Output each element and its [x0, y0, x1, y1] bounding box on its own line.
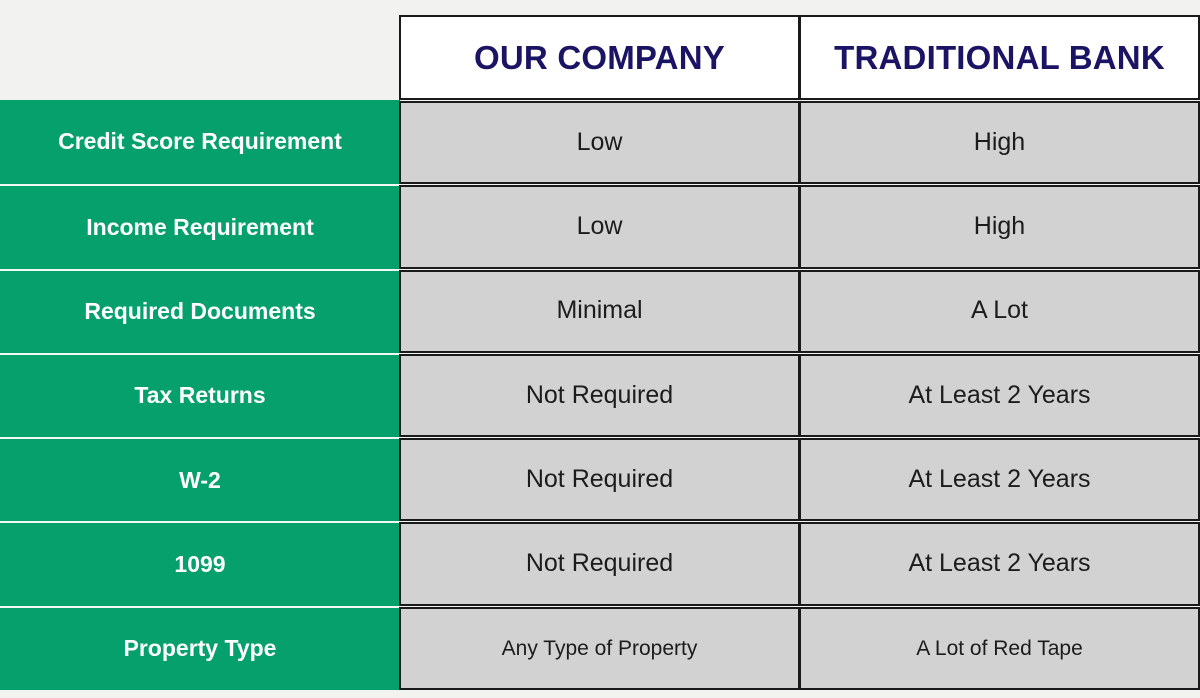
- value-text: Any Type of Property: [501, 636, 698, 660]
- header-corner-spacer: [0, 0, 400, 100]
- table-header-row: OUR COMPANY TRADITIONAL BANK: [0, 0, 1200, 100]
- value-text: High: [973, 127, 1026, 156]
- row-label: Credit Score Requirement: [58, 128, 342, 155]
- value-cell-traditional-bank: High: [799, 101, 1200, 185]
- table-row: 1099 Not Required At Least 2 Years: [0, 521, 1200, 606]
- value-cell-our-company: Any Type of Property: [399, 606, 800, 690]
- value-cell-traditional-bank: At Least 2 Years: [799, 522, 1200, 606]
- value-text: Minimal: [556, 296, 643, 325]
- column-header-label: OUR COMPANY: [474, 39, 725, 76]
- value-text: Not Required: [525, 549, 674, 578]
- table-row: Income Requirement Low High: [0, 184, 1200, 269]
- table-row: Property Type Any Type of Property A Lot…: [0, 605, 1200, 690]
- value-text: A Lot of Red Tape: [916, 636, 1083, 660]
- row-label: Required Documents: [84, 298, 316, 325]
- row-label: Tax Returns: [134, 382, 266, 409]
- value-cell-our-company: Minimal: [399, 269, 800, 353]
- column-header-our-company: OUR COMPANY: [399, 15, 800, 100]
- value-cell-our-company: Low: [399, 101, 800, 185]
- value-cell-traditional-bank: A Lot: [799, 269, 1200, 353]
- row-label-cell: Property Type: [0, 605, 400, 690]
- value-cell-our-company: Not Required: [399, 438, 800, 522]
- value-text: At Least 2 Years: [908, 465, 1091, 494]
- row-label-cell: 1099: [0, 521, 400, 606]
- value-cell-traditional-bank: High: [799, 185, 1200, 269]
- row-label: 1099: [174, 550, 226, 577]
- value-cell-traditional-bank: At Least 2 Years: [799, 438, 1200, 522]
- value-cell-our-company: Low: [399, 185, 800, 269]
- value-text: Low: [576, 212, 623, 241]
- column-header-label: TRADITIONAL BANK: [834, 39, 1165, 76]
- table-row: Credit Score Requirement Low High: [0, 100, 1200, 185]
- value-text: At Least 2 Years: [908, 549, 1091, 578]
- row-label-cell: Required Documents: [0, 268, 400, 353]
- value-text: At Least 2 Years: [908, 380, 1091, 409]
- table-row: Required Documents Minimal A Lot: [0, 268, 1200, 353]
- value-cell-traditional-bank: A Lot of Red Tape: [799, 606, 1200, 690]
- bottom-margin: [0, 690, 1200, 698]
- row-label: W-2: [179, 466, 221, 493]
- row-label: Property Type: [123, 635, 277, 662]
- value-text: Not Required: [525, 465, 674, 494]
- row-label-cell: Credit Score Requirement: [0, 100, 400, 185]
- row-label-cell: W-2: [0, 437, 400, 522]
- table-row: W-2 Not Required At Least 2 Years: [0, 437, 1200, 522]
- value-text: A Lot: [971, 296, 1028, 325]
- row-label-cell: Income Requirement: [0, 184, 400, 269]
- table-row: Tax Returns Not Required At Least 2 Year…: [0, 352, 1200, 438]
- row-label-cell: Tax Returns: [0, 352, 400, 438]
- column-header-traditional-bank: TRADITIONAL BANK: [799, 15, 1200, 100]
- value-text: Low: [576, 127, 623, 156]
- value-cell-our-company: Not Required: [399, 522, 800, 606]
- value-text: Not Required: [525, 380, 674, 409]
- value-cell-traditional-bank: At Least 2 Years: [799, 353, 1200, 438]
- value-cell-our-company: Not Required: [399, 353, 800, 438]
- table-body: Credit Score Requirement Low High Income…: [0, 100, 1200, 690]
- value-text: High: [973, 212, 1026, 241]
- row-label: Income Requirement: [86, 213, 314, 240]
